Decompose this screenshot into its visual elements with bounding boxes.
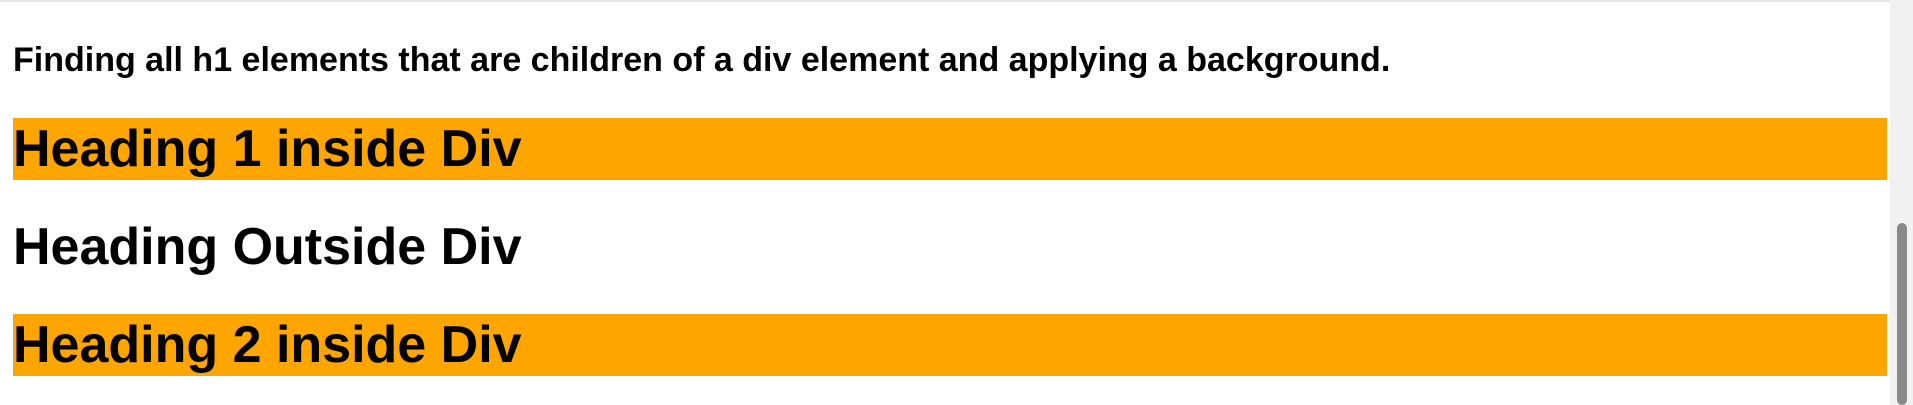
intro-text: Finding all h1 elements that are childre… (13, 41, 1391, 79)
scrollbar-thumb[interactable] (1897, 223, 1907, 405)
heading-2-inside-div: Heading 2 inside Div (13, 314, 1887, 376)
top-divider (0, 0, 1890, 2)
heading-1-inside-div: Heading 1 inside Div (13, 118, 1887, 180)
vertical-scrollbar[interactable] (1890, 0, 1913, 405)
heading-outside-div: Heading Outside Div (13, 218, 522, 276)
